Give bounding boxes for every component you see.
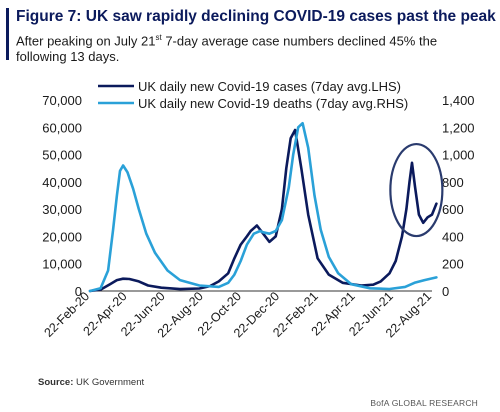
title-accent-bar [6, 8, 9, 60]
y-right-tick-label: 1,200 [442, 120, 475, 135]
legend-cases-label: UK daily new Covid-19 cases (7day avg.LH… [138, 79, 401, 94]
subtitle-superscript: st [155, 33, 162, 42]
subtitle-text-start: After peaking on July 21 [16, 33, 156, 49]
source-text: UK Government [76, 377, 145, 388]
y-left-tick-label: 50,000 [42, 148, 82, 163]
y-left-tick-label: 30,000 [42, 202, 82, 217]
chart-subtitle: After peaking on July 21st 7-day average… [16, 30, 486, 65]
cases-series-line [88, 128, 438, 293]
y-left-tick-label: 0 [75, 284, 82, 299]
y-right-tick-label: 0 [442, 284, 449, 299]
y-left-tick-label: 20,000 [42, 229, 82, 244]
source-note: Source: UK Government [38, 377, 144, 388]
source-label: Source: [38, 377, 74, 388]
chart-title: Figure 7: UK saw rapidly declining COVID… [16, 8, 496, 25]
peak-highlight-circle [389, 142, 444, 238]
legend-deaths-label: UK daily new Covid-19 deaths (7day avg.R… [138, 96, 408, 111]
y-left-tick-label: 70,000 [42, 93, 82, 108]
subtitle-text-end: 7-day average case numbers declined 45% … [16, 33, 438, 65]
y-left-tick-label: 60,000 [42, 120, 82, 135]
deaths-series-line [88, 121, 438, 293]
y-left-tick-label: 40,000 [42, 175, 82, 190]
y-right-tick-label: 600 [442, 202, 464, 217]
y-right-tick-label: 800 [442, 175, 464, 190]
y-right-tick-label: 1,000 [442, 148, 475, 163]
brand-label: BofA GLOBAL RESEARCH [370, 398, 478, 408]
y-right-tick-label: 200 [442, 257, 464, 272]
y-right-tick-label: 400 [442, 229, 464, 244]
y-left-tick-label: 10,000 [42, 257, 82, 272]
y-right-tick-label: 1,400 [442, 93, 475, 108]
